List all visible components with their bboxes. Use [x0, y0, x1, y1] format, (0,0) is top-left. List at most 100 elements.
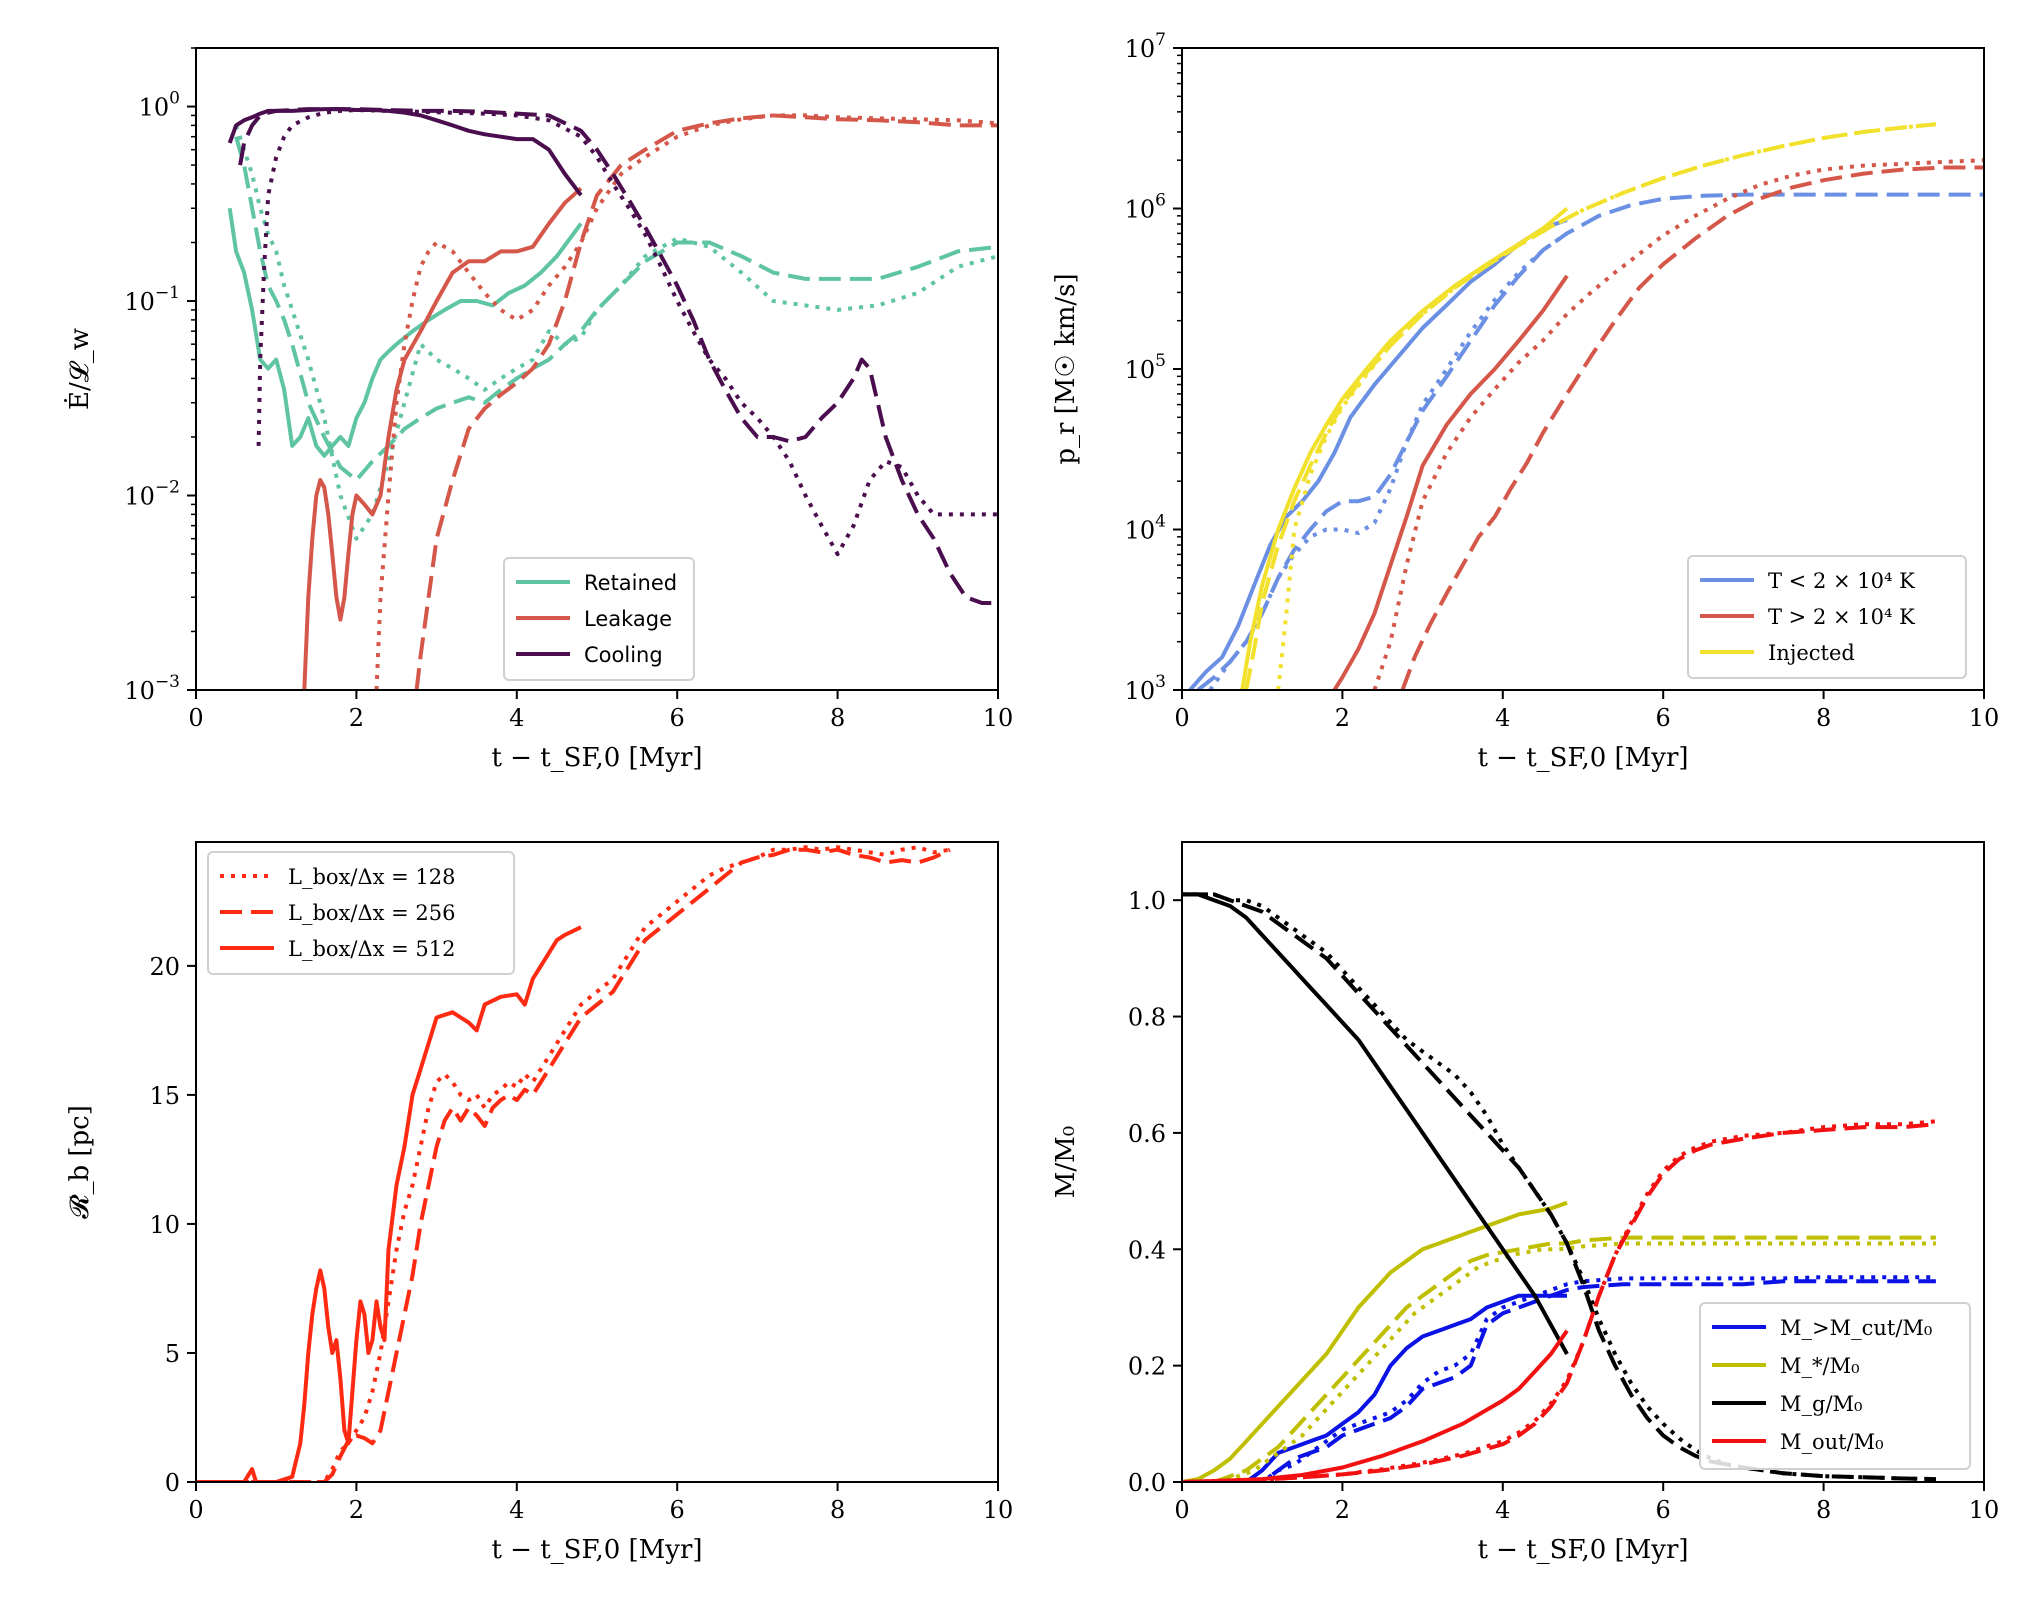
x-tick-label: 6 — [1656, 1496, 1671, 1524]
legend-label: T < 2 × 10⁴ K — [1768, 569, 1915, 593]
series-line-cold-256 — [1196, 192, 1984, 690]
y-tick-label: 1.0 — [1128, 887, 1166, 915]
y-axis-label: M/M₀ — [1051, 1126, 1081, 1198]
x-tick-label: 6 — [670, 704, 685, 732]
y-tick-label: 0.6 — [1128, 1120, 1166, 1148]
legend: M_>M_cut/M₀ M_*/M₀ M_g/M₀ M_out/M₀ — [1699, 1302, 1971, 1470]
legend-label: Cooling — [584, 643, 663, 667]
legend-box — [1687, 555, 1967, 679]
series-line-cooling-128 — [256, 108, 998, 557]
y-tick-label: 20 — [149, 953, 180, 981]
legend-label: Retained — [584, 571, 677, 595]
series-line-retained-256 — [234, 136, 998, 483]
y-tick-label: 105 — [1125, 351, 1166, 384]
series-line-cooling-512 — [227, 107, 583, 197]
series-line-128 — [196, 845, 951, 1482]
series-line-512 — [196, 925, 582, 1482]
x-tick-label: 0 — [1174, 1496, 1189, 1524]
x-tick-label: 10 — [1969, 704, 2000, 732]
series-line-hot-128 — [1372, 158, 1984, 690]
x-tick-label: 8 — [1816, 1496, 1831, 1524]
x-tick-label: 8 — [830, 704, 845, 732]
x-axis-label: t − t_SF,0 [Myr] — [1477, 1535, 1688, 1565]
series-group — [1188, 122, 1984, 690]
series-line-mout-128 — [1182, 1119, 1937, 1482]
legend-label: L_box/Δx = 512 — [288, 937, 456, 961]
series-line-mcut-512 — [1182, 1293, 1567, 1482]
chart-panel-top-right: 0 2 4 6 8 10 103 104 105 106 107 t − t_SF,0 [Myr] p_… — [1051, 30, 1999, 773]
x-tick-label: 2 — [349, 704, 364, 732]
y-tick-label: 0.8 — [1128, 1004, 1166, 1032]
legend: L_box/Δx = 128 L_box/Δx = 256 L_box/Δx = 5… — [207, 851, 515, 975]
x-tick-label: 6 — [1656, 704, 1671, 732]
series-line-mstar-256 — [1182, 1235, 1936, 1482]
x-tick-label: 2 — [1335, 704, 1350, 732]
chart-panel-bottom-right: 0 2 4 6 8 10 0.0 0.2 0.4 0.6 0.8 1.0 t − t_SF,0 [Myr… — [1051, 841, 2000, 1565]
series-line-hot-512 — [1332, 274, 1569, 690]
series-line-mgas-512 — [1182, 892, 1569, 1355]
plot-frame — [1181, 841, 1985, 1483]
x-tick-label: 4 — [1495, 704, 1510, 732]
legend-label: T > 2 × 10⁴ K — [1768, 605, 1915, 629]
y-tick-label: 0 — [165, 1469, 180, 1497]
x-tick-label: 6 — [670, 1496, 685, 1524]
y-tick-label: 10−2 — [124, 478, 180, 511]
series-line-retained-128 — [234, 124, 998, 541]
legend-box — [207, 851, 515, 975]
series-line-leakage-512 — [302, 186, 583, 690]
legend: T < 2 × 10⁴ K T > 2 × 10⁴ K Injected — [1687, 555, 1967, 679]
series-group — [196, 845, 951, 1482]
y-tick-label: 104 — [1125, 512, 1166, 545]
legend-label: M_*/M₀ — [1780, 1354, 1860, 1378]
series-line-256 — [196, 847, 951, 1482]
y-tick-label: 0.0 — [1128, 1469, 1166, 1497]
x-axis-label: t − t_SF,0 [Myr] — [491, 1535, 702, 1565]
y-tick-label: 0.2 — [1128, 1353, 1166, 1381]
x-tick-label: 0 — [188, 1496, 203, 1524]
x-tick-label: 4 — [509, 1496, 524, 1524]
y-tick-label: 5 — [165, 1340, 180, 1368]
y-tick-label: 100 — [139, 89, 180, 122]
series-line-cold-128 — [1208, 231, 1569, 690]
series-group — [227, 107, 998, 690]
y-tick-label: 10 — [149, 1211, 180, 1239]
chart-panel-top-left: 0 2 4 6 8 10 10−3 10−2 10−1 100 t − t_SF,0 [Myr] Ė/… — [64, 47, 1014, 773]
y-axis-label: 𝓡_b [pc] — [65, 1105, 95, 1219]
y-tick-label: 103 — [1125, 672, 1166, 705]
x-tick-label: 2 — [349, 1496, 364, 1524]
legend-box — [503, 557, 695, 681]
series-line-leakage-128 — [374, 113, 998, 690]
x-tick-label: 10 — [1969, 1496, 2000, 1524]
x-tick-label: 8 — [830, 1496, 845, 1524]
series-line-retained-512 — [227, 207, 583, 458]
y-tick-label: 10−1 — [124, 283, 180, 316]
x-axis-label: t − t_SF,0 [Myr] — [491, 743, 702, 773]
x-tick-label: 10 — [983, 704, 1014, 732]
legend-label: M_out/M₀ — [1780, 1430, 1884, 1454]
series-line-cooling-256 — [238, 107, 998, 605]
x-tick-label: 10 — [983, 1496, 1014, 1524]
y-tick-label: 10−3 — [124, 672, 180, 705]
legend-label: Injected — [1768, 641, 1855, 665]
x-tick-label: 0 — [1174, 704, 1189, 732]
series-line-mstar-512 — [1182, 1200, 1568, 1482]
plot-frame — [195, 841, 999, 1483]
x-tick-label: 8 — [1816, 704, 1831, 732]
y-tick-label: 106 — [1125, 191, 1166, 224]
series-line-mcut-128 — [1182, 1275, 1936, 1482]
y-axis-label: p_r [M☉ km/s] — [1051, 273, 1081, 464]
legend-label: L_box/Δx = 256 — [288, 901, 456, 925]
y-axis-label: Ė/𝓛_w — [64, 328, 95, 410]
series-line-mout-512 — [1182, 1329, 1569, 1482]
legend-box — [1699, 1302, 1971, 1470]
y-tick-label: 15 — [149, 1082, 180, 1110]
chart-panel-bottom-left: 0 2 4 6 8 10 0 5 10 15 20 t − t_SF,0 [Myr] 𝓡_b [pc] L… — [65, 841, 1014, 1565]
series-line-injected-512 — [1240, 206, 1569, 690]
x-axis-label: t − t_SF,0 [Myr] — [1477, 743, 1688, 773]
x-tick-label: 2 — [1335, 1496, 1350, 1524]
x-tick-label: 0 — [188, 704, 203, 732]
legend-label: Leakage — [584, 607, 672, 631]
x-tick-label: 4 — [1495, 1496, 1510, 1524]
legend-label: L_box/Δx = 128 — [288, 865, 456, 889]
